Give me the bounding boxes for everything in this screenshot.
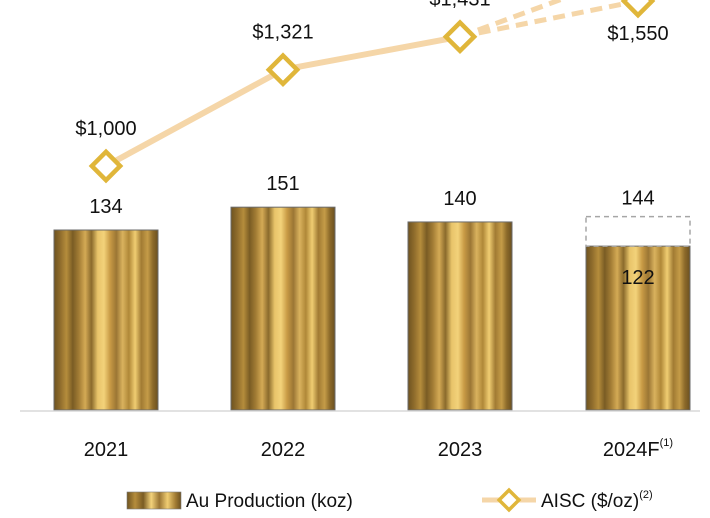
x-tick-text: 2024F bbox=[603, 439, 660, 461]
legend-swatch-aisc-marker bbox=[496, 487, 522, 513]
x-tick-2021: 2021 bbox=[84, 439, 129, 461]
x-tick-superscript: (1) bbox=[660, 437, 673, 449]
bar-series bbox=[53, 206, 691, 411]
x-tick-2023: 2023 bbox=[438, 439, 483, 461]
aisc-label-2022: $1,321 bbox=[252, 22, 313, 44]
legend-label-production: Au Production (koz) bbox=[186, 491, 353, 512]
x-tick-text: 2022 bbox=[261, 439, 306, 461]
aisc-forecast-line-low bbox=[459, 0, 639, 40]
aisc-label-2021: $1,000 bbox=[75, 118, 136, 140]
bar-2024f bbox=[585, 245, 691, 411]
x-tick-labels: 2021 2022 2023 2024F(1) bbox=[84, 437, 673, 461]
guidance-box-2024f bbox=[585, 215, 691, 247]
legend-label-aisc-text: AISC ($/oz) bbox=[541, 491, 639, 512]
x-tick-text: 2023 bbox=[438, 439, 483, 461]
bar-2023 bbox=[407, 221, 513, 411]
legend-label-aisc-superscript: (2) bbox=[639, 489, 652, 501]
aisc-marker-2023 bbox=[442, 19, 478, 55]
production-label-2021: 134 bbox=[89, 196, 122, 218]
production-label-2022: 151 bbox=[266, 173, 299, 195]
legend-swatch-production bbox=[126, 491, 182, 510]
bar-2022 bbox=[230, 206, 336, 411]
aisc-label-2023: $1,431 bbox=[429, 0, 490, 11]
aisc-label-2024f-low: $1,550 bbox=[607, 23, 668, 45]
x-tick-2022: 2022 bbox=[261, 439, 306, 461]
aisc-line-series bbox=[88, 0, 656, 184]
aisc-marker-2022 bbox=[265, 52, 301, 88]
legend-label-aisc: AISC ($/oz)(2) bbox=[541, 489, 653, 512]
x-tick-text: 2021 bbox=[84, 439, 129, 461]
production-label-2024f: 122 bbox=[621, 267, 654, 289]
x-tick-2024f: 2024F(1) bbox=[603, 437, 673, 461]
bar-2021 bbox=[53, 229, 159, 411]
aisc-marker-2024f-low bbox=[620, 0, 656, 19]
legend: Au Production (koz) AISC ($/oz)(2) bbox=[126, 487, 653, 513]
aisc-marker-2021 bbox=[88, 148, 124, 184]
guidance-box-group bbox=[585, 215, 691, 247]
data-labels: 144134151140122$1,000$1,321$1,431$1,650$… bbox=[75, 0, 668, 289]
production-label-2023: 140 bbox=[443, 188, 476, 210]
guidance-label-2024f: 144 bbox=[621, 188, 654, 210]
